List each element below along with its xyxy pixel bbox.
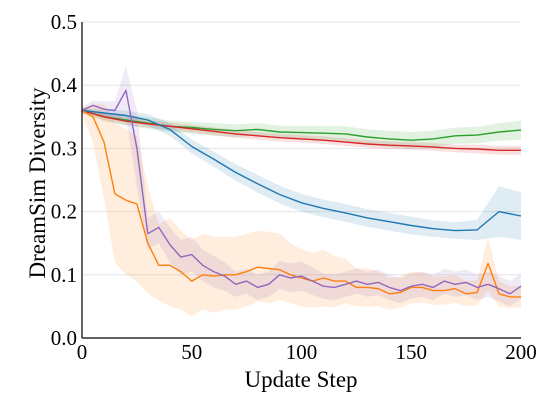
y-axis-title: DreamSim Diversity [25, 87, 50, 278]
y-tick-label: 0.3 [51, 136, 77, 160]
y-tick-label: 0.2 [51, 200, 77, 224]
series-0-band [82, 107, 521, 149]
series-2-band [82, 108, 521, 240]
x-tick-label: 100 [286, 340, 318, 364]
y-tick-label: 0.1 [51, 263, 77, 287]
confidence-bands [82, 66, 521, 316]
y-tick-label: 0.4 [51, 73, 78, 97]
series-4-band [82, 66, 521, 307]
grid-lines [82, 21, 521, 276]
series-1-line [81, 109, 521, 152]
tick-labels: 0.0 0.1 0.2 0.3 0.4 0.5 0 50 100 150 200 [51, 10, 537, 364]
series-3-band [82, 104, 521, 316]
series-lines [81, 89, 522, 298]
x-tick-label: 150 [396, 340, 428, 364]
y-tick-label: 0.0 [51, 326, 77, 350]
series-4-line [81, 89, 522, 295]
axes [81, 22, 521, 339]
y-tick-label: 0.5 [51, 10, 77, 34]
x-tick-label: 0 [77, 340, 88, 364]
series-3-line [81, 109, 521, 298]
series-2-line [81, 109, 522, 232]
series-1-band [82, 108, 521, 155]
x-axis-title: Update Step [244, 367, 357, 392]
x-tick-label: 200 [505, 340, 537, 364]
x-tick-label: 50 [181, 340, 202, 364]
